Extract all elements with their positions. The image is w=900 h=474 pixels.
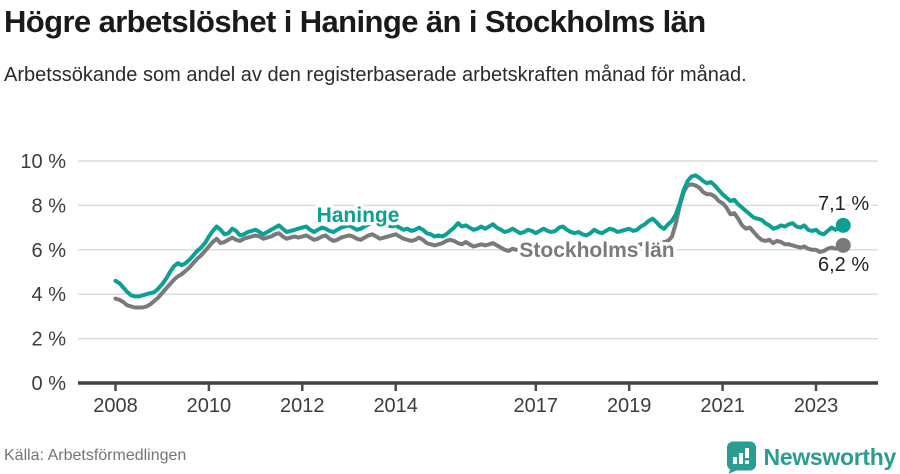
haninge-end-dot [835, 217, 851, 233]
x-tick-label: 2012 [280, 395, 325, 417]
unemployment-line-chart: 0 % 2 % 4 % 6 % 8 % 10 % 2008 2010 2012 2014 2017 2… [20, 151, 878, 417]
stockholm-series-label: Stockholms län [519, 239, 674, 262]
newsworthy-brand-name: Newsworthy [763, 444, 897, 470]
stockholm-end-dot [835, 237, 851, 253]
x-tick-label: 2017 [514, 395, 559, 417]
x-tick-label: 2010 [187, 395, 232, 417]
y-tick-label: 10 % [20, 151, 66, 173]
y-tick-label: 0 % [32, 373, 67, 395]
newsworthy-brand: Newsworthy [726, 441, 896, 474]
x-tick-label: 2023 [794, 395, 839, 417]
page-title: Högre arbetslöshet i Haninge än i Stockh… [4, 4, 706, 39]
source-note: Källa: Arbetsförmedlingen [4, 447, 187, 464]
x-tick-label: 2008 [93, 395, 138, 417]
newsworthy-logo-icon [726, 441, 756, 474]
stockholm-end-value-label: 6,2 % [818, 254, 869, 276]
haninge-end-value-label: 7,1 % [818, 193, 869, 215]
y-tick-label: 8 % [32, 195, 67, 217]
chart-subtitle: Arbetssökande som andel av den registerb… [4, 64, 747, 86]
y-tick-label: 4 % [32, 284, 67, 306]
y-tick-label: 6 % [32, 240, 67, 262]
haninge-series-label: Haninge [317, 204, 400, 227]
haninge-line [113, 173, 846, 299]
x-tick-label: 2021 [700, 395, 745, 417]
x-tick-label: 2014 [373, 395, 418, 417]
x-tick-label: 2019 [607, 395, 652, 417]
stockholm-line [113, 182, 846, 310]
y-tick-label: 2 % [32, 329, 67, 351]
